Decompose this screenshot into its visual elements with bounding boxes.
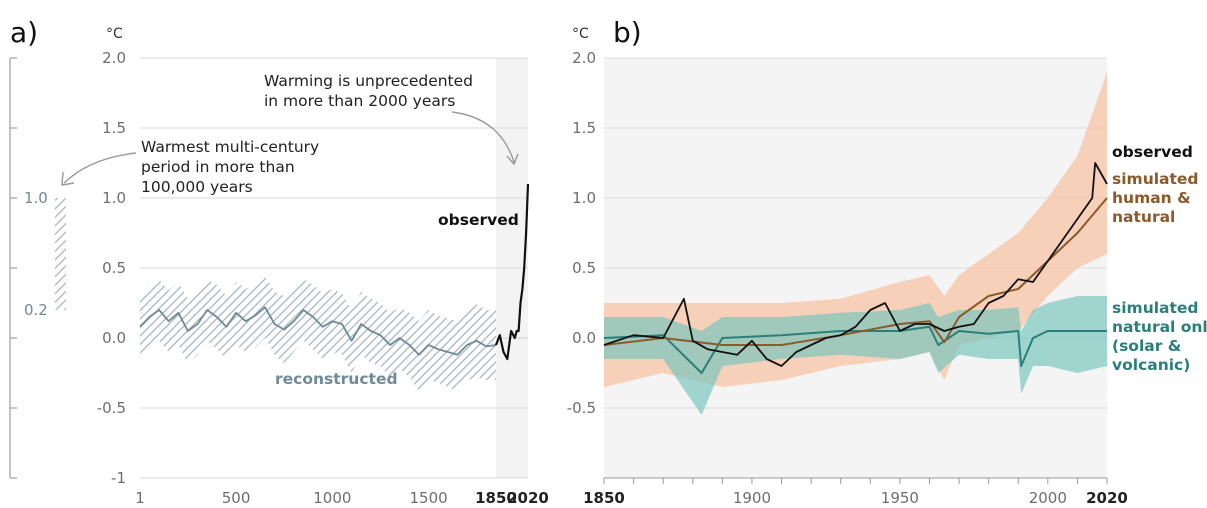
label-simulated-natural-only-solar-volcanic-line-1: simulated bbox=[1112, 299, 1199, 317]
y-tick-b-2-0: 2.0 bbox=[572, 49, 596, 67]
x-tick-b-1900: 1900 bbox=[733, 489, 771, 507]
panel-a-letter: a) bbox=[10, 16, 38, 49]
warmest-annotation-line-1: Warmest multi-century bbox=[141, 138, 319, 156]
x-tick-a-1500: 1500 bbox=[410, 489, 448, 507]
panel-a-gridlines bbox=[140, 57, 528, 479]
band-simulated-human-natural bbox=[604, 72, 1107, 387]
label-simulated-natural-only-solar-volcanic-line-4: volcanic) bbox=[1112, 356, 1190, 374]
warmest-arrowhead bbox=[61, 171, 75, 186]
label-simulated-human-natural-line-2: human & bbox=[1112, 189, 1191, 207]
unprecedented-arrow bbox=[451, 111, 515, 163]
panel-b-uncertainty-bands bbox=[604, 72, 1107, 415]
y-tick-a-0-0: 0.0 bbox=[102, 329, 126, 347]
x-tick-b-2020: 2020 bbox=[1086, 489, 1128, 507]
panel-a-unit: °C bbox=[106, 26, 123, 42]
x-tick-b-1850: 1850 bbox=[583, 489, 625, 507]
warmest-annotation-line-2: period in more than bbox=[141, 158, 295, 176]
warmest-annotation-line-3: 100,000 years bbox=[141, 178, 253, 196]
band-reconstructed bbox=[140, 276, 496, 392]
y-tick-a-1-0: 1.0 bbox=[102, 189, 126, 207]
label-observed-line-1: observed bbox=[1112, 143, 1193, 161]
unprecedented-annotation-line-2: in more than 2000 years bbox=[264, 92, 455, 110]
x-tick-a-1850: 1850 bbox=[475, 489, 517, 507]
y-tick-b-1-5: 1.5 bbox=[572, 119, 596, 137]
x-tick-a-2020: 2020 bbox=[507, 489, 549, 507]
y-tick-b-0-5: -0.5 bbox=[567, 399, 596, 417]
y-tick-b-0-0: 0.0 bbox=[572, 329, 596, 347]
side-bar-low-label: 0.2 bbox=[24, 301, 48, 319]
panel-b-letter: b) bbox=[613, 16, 642, 49]
side-bar-range bbox=[55, 198, 66, 310]
y-tick-b-1-0: 1.0 bbox=[572, 189, 596, 207]
warmest-arrow bbox=[63, 152, 137, 184]
line-b-simulated-natural-only-solar-volcanic bbox=[603, 325, 1107, 374]
line-b-observed bbox=[603, 162, 1108, 367]
y-tick-a-0-5: -0.5 bbox=[97, 399, 126, 417]
line-observed bbox=[494, 183, 530, 361]
unprecedented-arrowhead bbox=[506, 153, 519, 166]
label-simulated-human-natural-line-3: natural bbox=[1112, 208, 1175, 226]
panel-b-y-ticks: 2.0 1.5 1.0 0.5 0.0 -0.5 bbox=[567, 49, 596, 417]
panel-b: b) °C 2.0 1.5 1.0 0.5 0.0 -0.5 1850 1900 1950 20… bbox=[567, 16, 1207, 507]
panel-b-x-ticks: 1850 1900 1950 2000 2020 bbox=[583, 478, 1128, 507]
y-tick-b-0-5: 0.5 bbox=[572, 259, 596, 277]
label-simulated-natural-only-solar-volcanic-line-2: natural only bbox=[1112, 318, 1207, 336]
panel-a-y-ticks: 2.0 1.5 1.0 0.5 0.0 -0.5 -1 bbox=[97, 49, 126, 487]
y-tick-a-1: -1 bbox=[111, 469, 126, 487]
line-reconstructed bbox=[139, 306, 497, 356]
x-tick-b-2000: 2000 bbox=[1029, 489, 1067, 507]
y-tick-a-2-0: 2.0 bbox=[102, 49, 126, 67]
observed-label-a: observed bbox=[438, 211, 519, 229]
band-simulated-natural-only-solar-volcanic bbox=[604, 296, 1107, 415]
panel-a-series bbox=[139, 183, 530, 392]
x-tick-a-500: 500 bbox=[222, 489, 251, 507]
x-tick-a-1000: 1000 bbox=[313, 489, 351, 507]
label-simulated-natural-only-solar-volcanic-line-3: (solar & bbox=[1112, 337, 1181, 355]
x-tick-b-1950: 1950 bbox=[881, 489, 919, 507]
line-b-simulated-human-natural bbox=[603, 197, 1108, 346]
unprecedented-annotation-line-1: Warming is unprecedented bbox=[264, 72, 473, 90]
x-tick-a-1: 1 bbox=[135, 489, 145, 507]
reconstructed-label: reconstructed bbox=[275, 370, 398, 388]
side-bar-scale: 1.0 0.2 bbox=[9, 57, 66, 479]
y-tick-a-0-5: 0.5 bbox=[102, 259, 126, 277]
panel-b-unit: °C bbox=[572, 26, 589, 42]
label-simulated-human-natural-line-1: simulated bbox=[1112, 170, 1199, 188]
side-bar-high-label: 1.0 bbox=[24, 189, 48, 207]
panel-a: a) °C 2.01.51.00.50.0-0.5-1 1 500 1000 1500… bbox=[9, 16, 549, 507]
panel-b-series-lines bbox=[603, 162, 1108, 374]
y-tick-a-1-5: 1.5 bbox=[102, 119, 126, 137]
